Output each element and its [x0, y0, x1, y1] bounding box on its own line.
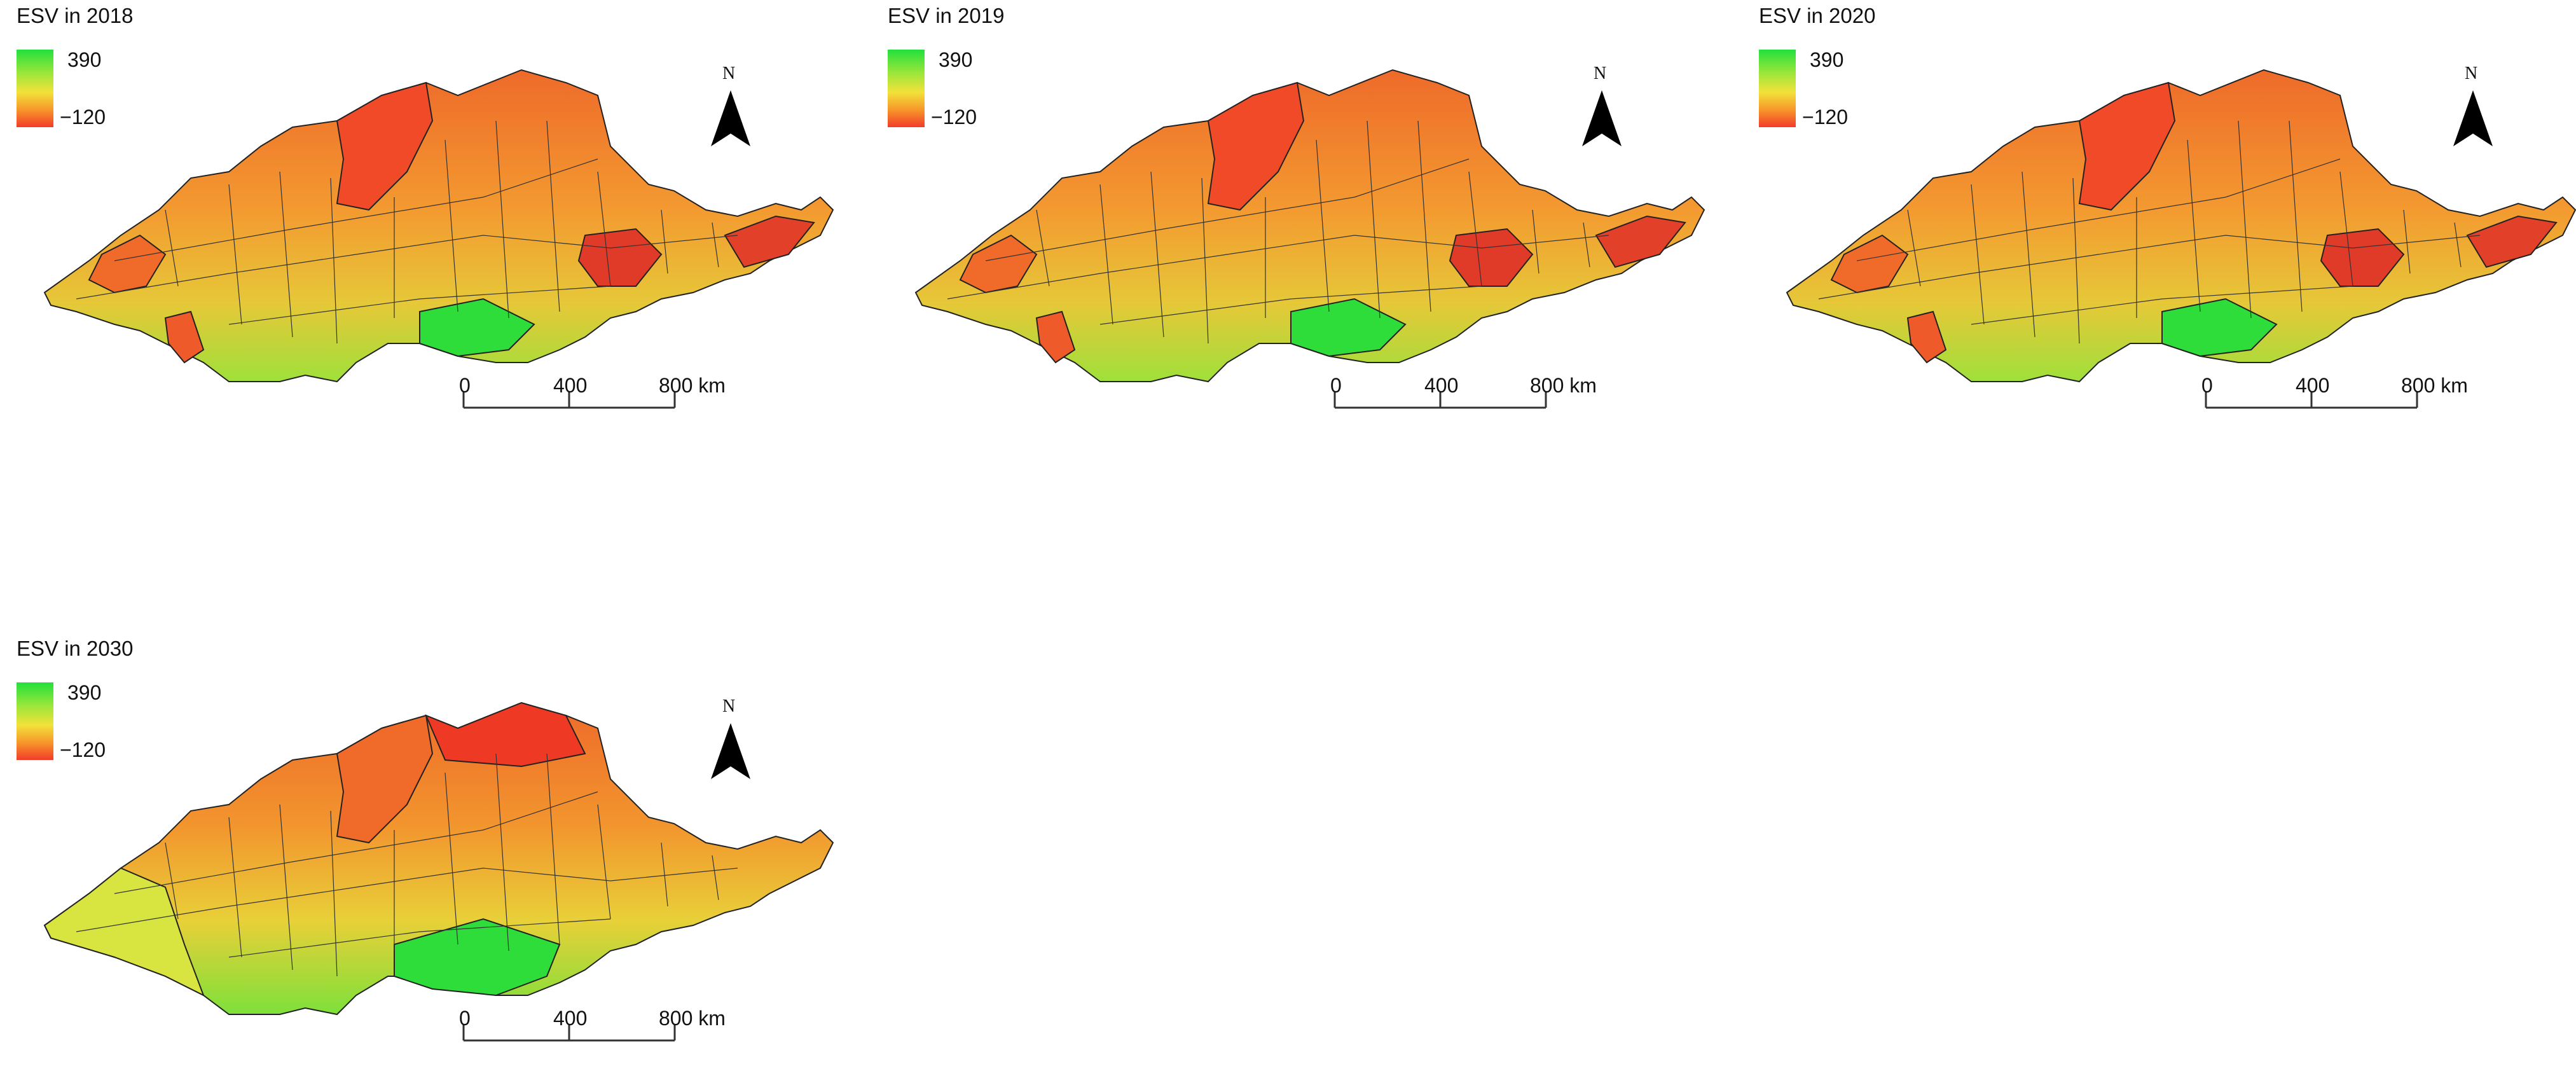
- north-arrow-icon: [711, 90, 750, 146]
- legend-min-label: −120: [60, 106, 106, 128]
- north-arrow-icon: [2453, 90, 2493, 146]
- legend-min-label: −120: [1802, 106, 1849, 128]
- scale-label-400: 400: [553, 1007, 588, 1030]
- north-label: N: [2465, 64, 2478, 83]
- region-map: [1786, 69, 2576, 383]
- scale-bar: [1333, 391, 1547, 409]
- region-map: [914, 69, 1705, 383]
- scale-label-0: 0: [1330, 374, 1342, 397]
- scale-label-400: 400: [553, 374, 588, 397]
- legend-min-label: −120: [60, 738, 106, 761]
- legend-max-label: 390: [1810, 48, 1844, 71]
- scale-label-800: 800 km: [2401, 374, 2468, 397]
- scale-bar: [462, 1024, 676, 1042]
- legend-min-label: −120: [931, 106, 977, 128]
- region-map: [43, 69, 834, 383]
- panel-title: ESV in 2030: [17, 637, 134, 660]
- scale-label-0: 0: [459, 1007, 471, 1030]
- north-label: N: [722, 64, 736, 83]
- scale-bar: [2205, 391, 2418, 409]
- north-arrow-icon: [711, 723, 750, 779]
- panel-title: ESV in 2018: [17, 4, 134, 27]
- legend-max-label: 390: [67, 48, 102, 71]
- scale-label-800: 800 km: [659, 374, 726, 397]
- north-label: N: [722, 696, 736, 716]
- map-panel-2020: ESV in 2020 390 −120 N 0 400 800 km: [1742, 0, 2576, 445]
- scale-label-0: 0: [459, 374, 471, 397]
- north-arrow-icon: [1582, 90, 1622, 146]
- scale-bar: [462, 391, 676, 409]
- scale-label-800: 800 km: [659, 1007, 726, 1030]
- scale-label-400: 400: [1424, 374, 1459, 397]
- region-map: [43, 701, 834, 1016]
- legend-max-label: 390: [67, 681, 102, 704]
- panel-title: ESV in 2019: [888, 4, 1005, 27]
- color-legend-bar: [17, 50, 53, 127]
- color-legend-bar: [1759, 50, 1796, 127]
- map-panel-2030: ESV in 2030 390 −120 N 0 400 800 km: [0, 633, 846, 1078]
- color-legend-bar: [888, 50, 925, 127]
- scale-label-800: 800 km: [1530, 374, 1597, 397]
- scale-label-400: 400: [2296, 374, 2330, 397]
- map-panel-2019: ESV in 2019 390 −120 N 0 400 800 km: [871, 0, 1717, 445]
- north-label: N: [1594, 64, 1607, 83]
- color-legend-bar: [17, 682, 53, 760]
- legend-max-label: 390: [939, 48, 973, 71]
- map-panel-2018: ESV in 2018 390 −120 N 0 400 800 km: [0, 0, 846, 445]
- panel-title: ESV in 2020: [1759, 4, 1876, 27]
- scale-label-0: 0: [2201, 374, 2213, 397]
